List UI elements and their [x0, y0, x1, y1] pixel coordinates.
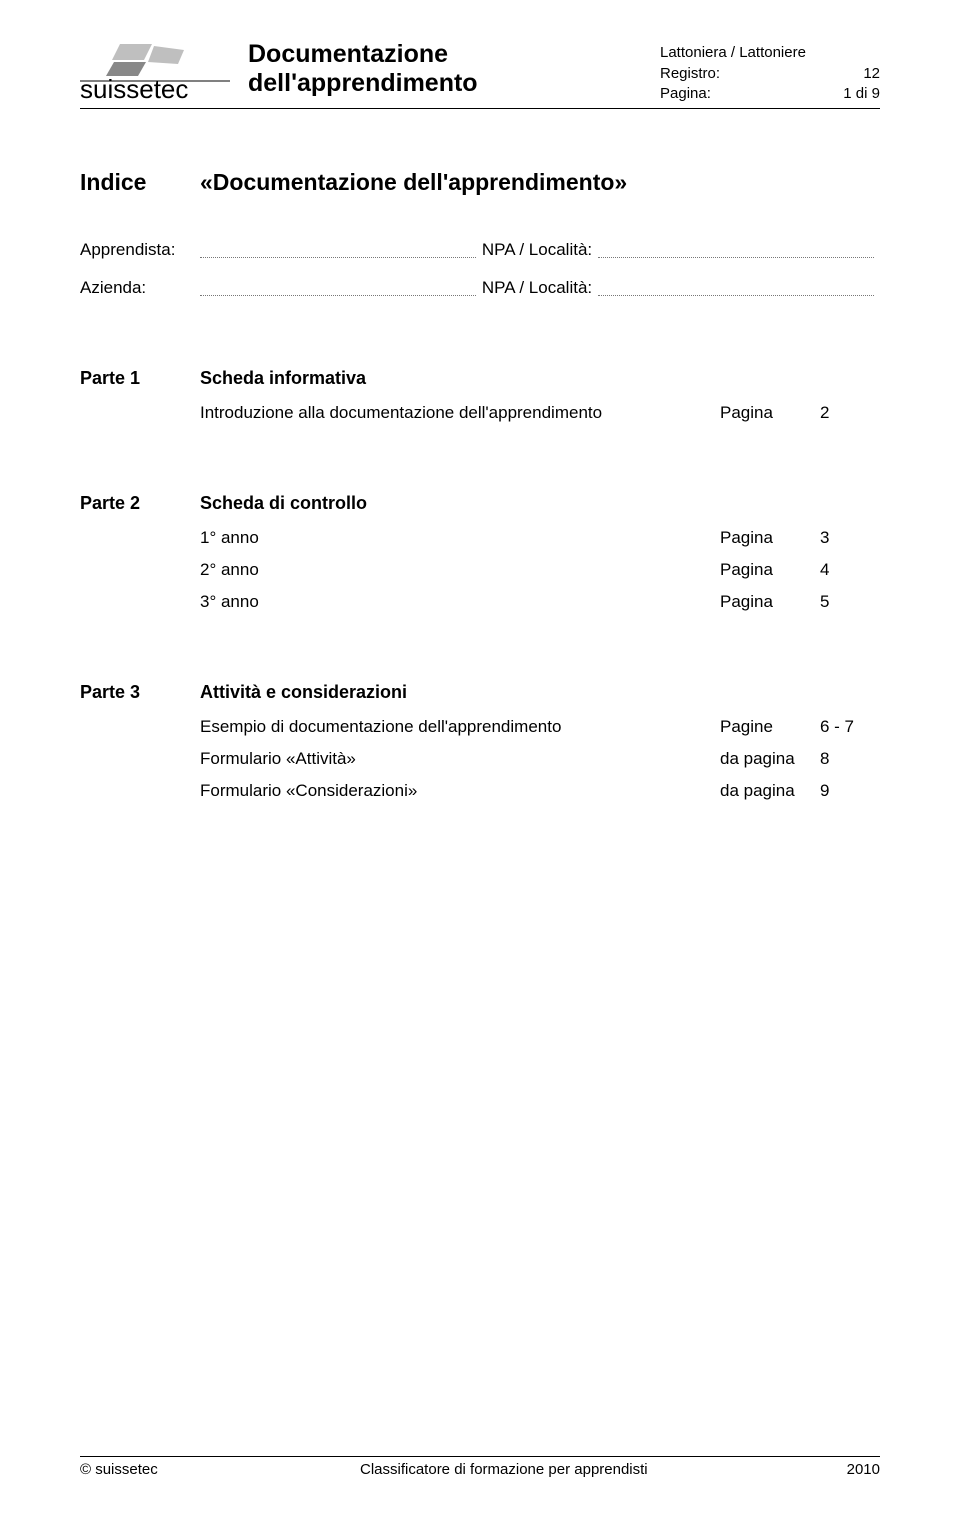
- part-item-row: 2° annoPagina4: [80, 560, 880, 580]
- part-item-page-label: Pagine: [720, 717, 820, 737]
- apprendista-label: Apprendista:: [80, 240, 200, 260]
- document-body: Indice «Documentazione dell'apprendiment…: [80, 109, 880, 801]
- dotted-line: [200, 282, 476, 296]
- dotted-line: [598, 282, 874, 296]
- header-registro-row: Registro: 12: [660, 64, 880, 84]
- part-number: Parte 1: [80, 368, 200, 389]
- npa-label-2: NPA / Località:: [482, 278, 592, 298]
- footer-left: © suissetec: [80, 1461, 280, 1478]
- part-title: Scheda informativa: [200, 368, 366, 389]
- apprendista-row: Apprendista: NPA / Località:: [80, 240, 880, 260]
- dotted-line: [598, 244, 874, 258]
- part-title: Attività e considerazioni: [200, 682, 407, 703]
- part-item-page-label: Pagina: [720, 528, 820, 548]
- parts-container: Parte 1Scheda informativa Introduzione al…: [80, 368, 880, 801]
- registro-label: Registro:: [660, 64, 720, 84]
- part-item-page-label: da pagina: [720, 749, 820, 769]
- part-item-page-label: Pagina: [720, 592, 820, 612]
- part-item-row: 1° annoPagina3: [80, 528, 880, 548]
- part-item-label: 3° anno: [200, 592, 720, 612]
- indice-title: «Documentazione dell'apprendimento»: [200, 169, 627, 196]
- page-footer: © suissetec Classificatore di formazione…: [80, 1456, 880, 1478]
- part-item-page-number: 2: [820, 403, 880, 423]
- header-profession-row: Lattoniera / Lattoniere: [660, 43, 880, 63]
- part-item-label: 1° anno: [200, 528, 720, 548]
- dotted-line: [200, 244, 476, 258]
- pagina-label: Pagina:: [660, 84, 711, 104]
- part-item-row: Esempio di documentazione dell'apprendim…: [80, 717, 880, 737]
- part-item-page-number: 6 - 7: [820, 717, 880, 737]
- header-pagina-row: Pagina: 1 di 9: [660, 84, 880, 104]
- part-item-label: 2° anno: [200, 560, 720, 580]
- part-item-label: Esempio di documentazione dell'apprendim…: [200, 717, 720, 737]
- part-item-page-number: 8: [820, 749, 880, 769]
- registro-value: 12: [863, 64, 880, 84]
- profession-text: Lattoniera / Lattoniere: [660, 43, 806, 63]
- page-header: suissetec Documentazione dell'apprendime…: [80, 40, 880, 109]
- part-item-page-number: 4: [820, 560, 880, 580]
- part-block: Parte 3Attività e considerazioni Esempio …: [80, 682, 880, 801]
- part-item-row: Formulario «Attività»da pagina8: [80, 749, 880, 769]
- part-item-label: Introduzione alla documentazione dell'ap…: [200, 403, 720, 423]
- part-item-row: 3° annoPagina5: [80, 592, 880, 612]
- azienda-row: Azienda: NPA / Località:: [80, 278, 880, 298]
- part-heading: Parte 2Scheda di controllo: [80, 493, 880, 514]
- part-item-row: Introduzione alla documentazione dell'ap…: [80, 403, 880, 423]
- part-number: Parte 3: [80, 682, 200, 703]
- pagina-value: 1 di 9: [843, 84, 880, 104]
- npa-label-1: NPA / Località:: [482, 240, 592, 260]
- part-item-page-number: 5: [820, 592, 880, 612]
- document-title: Documentazione dell'apprendimento: [240, 40, 660, 104]
- footer-center: Classificatore di formazione per apprend…: [280, 1461, 780, 1478]
- part-heading: Parte 1Scheda informativa: [80, 368, 880, 389]
- suissetec-logo-icon: suissetec: [80, 40, 230, 104]
- indice-heading-row: Indice «Documentazione dell'apprendiment…: [80, 169, 880, 196]
- part-heading: Parte 3Attività e considerazioni: [80, 682, 880, 703]
- azienda-label: Azienda:: [80, 278, 200, 298]
- part-item-page-label: da pagina: [720, 781, 820, 801]
- logo-block: suissetec: [80, 40, 240, 104]
- indice-label: Indice: [80, 169, 200, 196]
- document-page: suissetec Documentazione dell'apprendime…: [0, 0, 960, 1532]
- part-block: Parte 1Scheda informativa Introduzione al…: [80, 368, 880, 423]
- logo-wordmark: suissetec: [80, 74, 188, 104]
- footer-right: 2010: [780, 1461, 880, 1478]
- part-item-page-number: 3: [820, 528, 880, 548]
- part-item-page-number: 9: [820, 781, 880, 801]
- part-item-label: Formulario «Attività»: [200, 749, 720, 769]
- part-title: Scheda di controllo: [200, 493, 367, 514]
- part-item-label: Formulario «Considerazioni»: [200, 781, 720, 801]
- part-item-page-label: Pagina: [720, 560, 820, 580]
- part-item-row: Formulario «Considerazioni»da pagina9: [80, 781, 880, 801]
- header-meta: Lattoniera / Lattoniere Registro: 12 Pag…: [660, 43, 880, 104]
- part-block: Parte 2Scheda di controllo1° annoPagina3…: [80, 493, 880, 612]
- part-item-page-label: Pagina: [720, 403, 820, 423]
- part-number: Parte 2: [80, 493, 200, 514]
